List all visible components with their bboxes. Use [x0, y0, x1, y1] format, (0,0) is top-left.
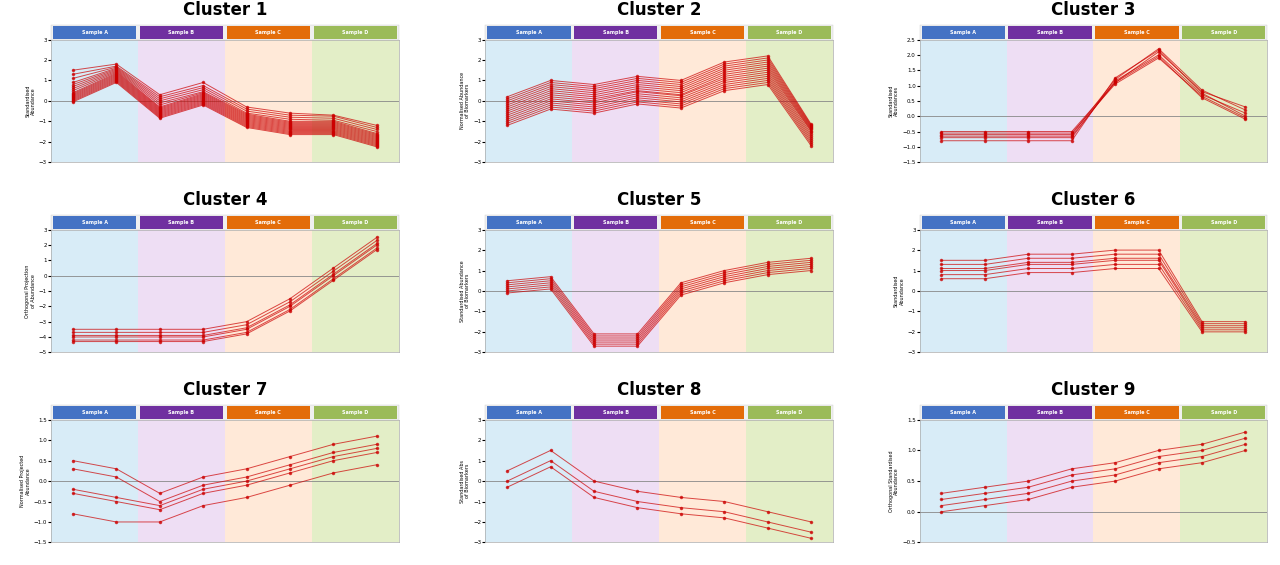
Bar [920, 229, 1006, 353]
Bar [1093, 420, 1180, 542]
Bar [312, 40, 398, 162]
Y-axis label: Standardised
Abundance: Standardised Abundance [893, 275, 905, 307]
Bar [312, 229, 398, 353]
Y-axis label: Standardised Abs
of Biomarkers: Standardised Abs of Biomarkers [460, 459, 471, 503]
Bar [138, 420, 225, 542]
Bar [485, 40, 572, 162]
Bar [485, 229, 572, 353]
Bar [225, 420, 312, 542]
Title: Cluster 5: Cluster 5 [617, 190, 701, 208]
Bar [1180, 420, 1267, 542]
Bar [920, 40, 1006, 162]
Bar [1006, 229, 1093, 353]
Y-axis label: Normalised Projected
Abundance: Normalised Projected Abundance [20, 455, 31, 507]
Bar [572, 420, 659, 542]
Bar [1093, 40, 1180, 162]
Bar [746, 229, 833, 353]
Title: Cluster 4: Cluster 4 [183, 190, 268, 208]
Bar [659, 40, 746, 162]
Bar [51, 229, 138, 353]
Title: Cluster 6: Cluster 6 [1051, 190, 1135, 208]
Y-axis label: Orthogonal Projection
of Abundance: Orthogonal Projection of Abundance [26, 264, 36, 318]
Bar [51, 420, 138, 542]
Bar [746, 40, 833, 162]
Title: Cluster 1: Cluster 1 [183, 1, 268, 19]
Y-axis label: Normalised Abundance
of Biomarkers: Normalised Abundance of Biomarkers [460, 72, 471, 129]
Bar [225, 229, 312, 353]
Bar [138, 40, 225, 162]
Title: Cluster 9: Cluster 9 [1051, 381, 1135, 399]
Bar [659, 229, 746, 353]
Bar [1180, 229, 1267, 353]
Bar [225, 40, 312, 162]
Bar [920, 420, 1006, 542]
Title: Cluster 8: Cluster 8 [617, 381, 701, 399]
Bar [1180, 40, 1267, 162]
Bar [312, 420, 398, 542]
Title: Cluster 3: Cluster 3 [1051, 1, 1135, 19]
Bar [51, 40, 138, 162]
Bar [1006, 40, 1093, 162]
Bar [1093, 229, 1180, 353]
Bar [572, 40, 659, 162]
Title: Cluster 7: Cluster 7 [183, 381, 268, 399]
Y-axis label: Standardised
Abundances: Standardised Abundances [888, 85, 900, 117]
Bar [659, 420, 746, 542]
Bar [572, 229, 659, 353]
Y-axis label: Standardised
Abundance: Standardised Abundance [26, 85, 36, 117]
Bar [746, 420, 833, 542]
Bar [1006, 420, 1093, 542]
Title: Cluster 2: Cluster 2 [617, 1, 701, 19]
Y-axis label: Orthogonal Standardised
Abundance: Orthogonal Standardised Abundance [888, 450, 900, 512]
Y-axis label: Standardised Abundance
of Biomarkers: Standardised Abundance of Biomarkers [460, 260, 471, 322]
Bar [138, 229, 225, 353]
Bar [485, 420, 572, 542]
